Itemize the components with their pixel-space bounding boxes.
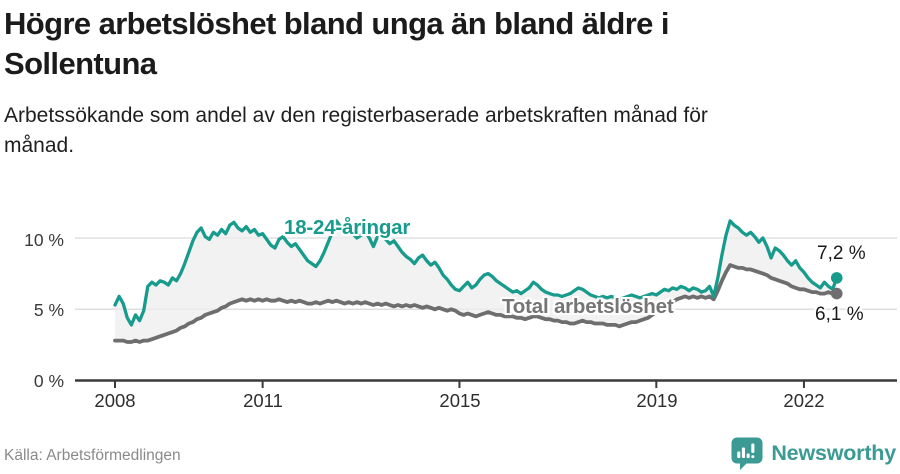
y-axis-tick-0: 0 % xyxy=(33,371,64,391)
subtitle-line-2: månad. xyxy=(4,134,75,157)
x-axis-tick-2019: 2019 xyxy=(636,390,678,411)
x-axis-tick-2022: 2022 xyxy=(783,390,825,411)
title-line-2: Sollentuna xyxy=(4,46,157,81)
y-axis-tick-10: 10 % xyxy=(24,230,64,250)
end-value-label-total: 6,1 % xyxy=(815,304,864,325)
x-axis-tick-2011: 2011 xyxy=(243,390,283,411)
title-line-1: Högre arbetslöshet bland unga än bland ä… xyxy=(4,6,669,41)
x-axis-tick-2015: 2015 xyxy=(439,390,481,411)
series-label-youth: 18-24-åringar xyxy=(284,216,411,239)
series-label-total: Total arbetslöshet xyxy=(502,295,674,318)
y-axis-tick-5: 5 % xyxy=(33,300,64,320)
x-axis-tick-2008: 2008 xyxy=(94,390,136,411)
bar-chart-speech-bubble-icon xyxy=(731,437,763,470)
newsworthy-logo: Newsworthy xyxy=(730,436,896,471)
source-attribution: Källa: Arbetsförmedlingen xyxy=(4,447,181,464)
brand-wordmark: Newsworthy xyxy=(771,441,896,465)
subtitle-line-1: Arbetssökande som andel av den registerb… xyxy=(4,104,708,127)
end-value-label-youth: 7,2 % xyxy=(817,243,866,264)
